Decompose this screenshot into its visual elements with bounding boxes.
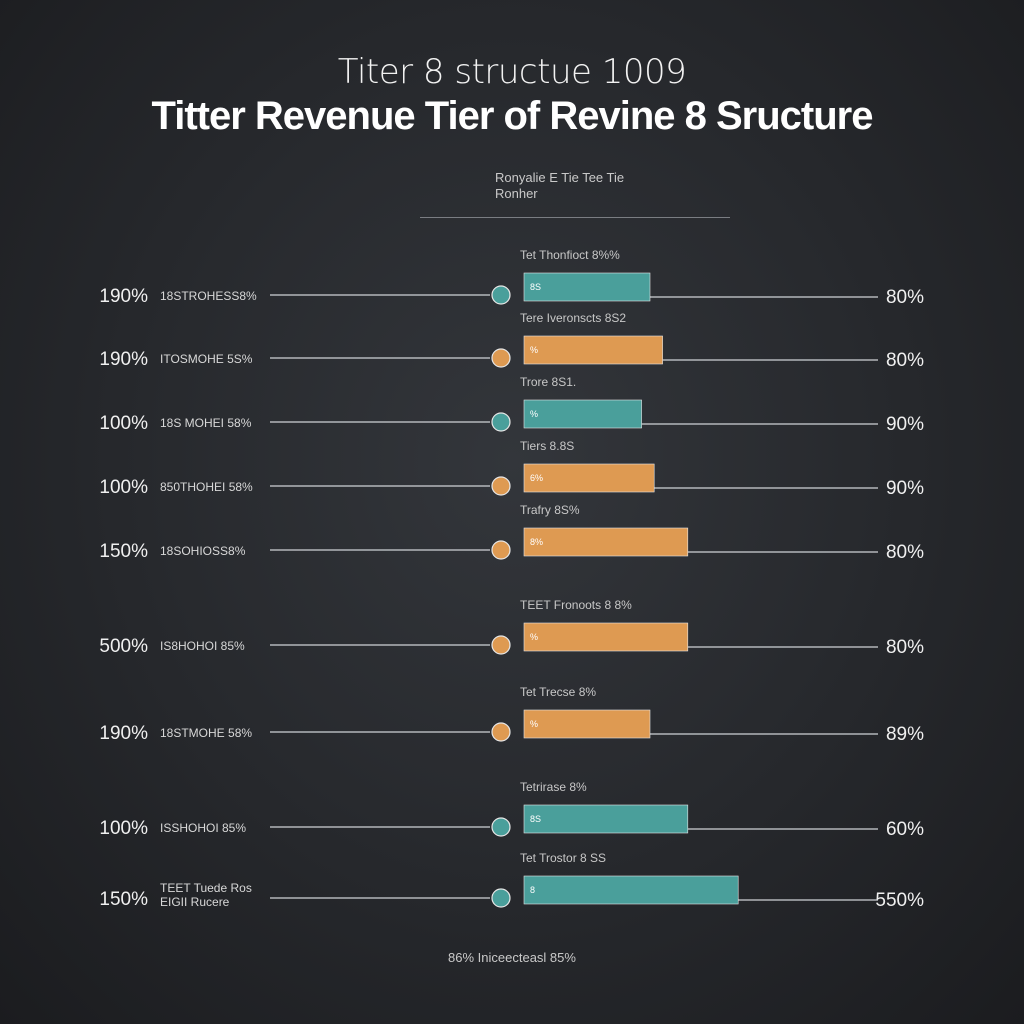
footer-note: 86% Iniceecteasl 85% [448, 950, 576, 965]
left-value: 150% [99, 889, 148, 910]
left-label: 18S MOHEI 58% [160, 416, 252, 430]
marker-dot [491, 888, 511, 908]
tier-label: Tet Trecse 8% [520, 685, 596, 699]
right-value: 550% [875, 890, 924, 911]
right-value: 90% [886, 478, 924, 499]
marker-dot [491, 412, 511, 432]
tier-label: Tet Thonfioct 8%% [520, 248, 620, 262]
header-divider [420, 217, 730, 218]
left-label: TEET Tuede Ros [160, 881, 252, 895]
bar-label: % [530, 632, 538, 642]
tier-label: Tetrirase 8% [520, 780, 587, 794]
left-label: ISSHOHOI 85% [160, 821, 246, 835]
bar-label: 8S [530, 282, 541, 292]
bar [523, 622, 689, 652]
right-value: 80% [886, 542, 924, 563]
bar-label: % [530, 409, 538, 419]
bar-label: % [530, 719, 538, 729]
left-value: 500% [99, 636, 148, 657]
tier-label: Tet Trostor 8 SS [520, 851, 606, 865]
left-value: 100% [99, 818, 148, 839]
marker-dot [491, 817, 511, 837]
marker-dot [491, 540, 511, 560]
chart-title: Titter Revenue Tier of Revine 8 Sructure [151, 94, 874, 138]
bar-label: 6% [530, 473, 543, 483]
bar-label: % [530, 345, 538, 355]
right-value: 80% [886, 287, 924, 308]
left-label: 18STMOHE 58% [160, 726, 252, 740]
marker-dot [491, 285, 511, 305]
bar [523, 875, 739, 905]
left-value: 100% [99, 477, 148, 498]
bar-label: 8 [530, 885, 535, 895]
left-label: IS8HOHOI 85% [160, 639, 245, 653]
marker-dot [491, 476, 511, 496]
right-value: 80% [886, 637, 924, 658]
marker-dot [491, 635, 511, 655]
right-value: 80% [886, 350, 924, 371]
bar [523, 463, 655, 493]
left-value: 190% [99, 286, 148, 307]
tier-label: Trafry 8S% [520, 503, 580, 517]
left-value: 100% [99, 413, 148, 434]
left-label: EIGII Rucere [160, 895, 230, 909]
bar [523, 399, 642, 429]
bar [523, 709, 651, 739]
left-value: 190% [99, 723, 148, 744]
marker-dot [491, 348, 511, 368]
left-label: 850THOHEI 58% [160, 480, 253, 494]
left-value: 190% [99, 349, 148, 370]
bar-label: 8% [530, 537, 543, 547]
bar [523, 804, 689, 834]
tier-label: Trore 8S1. [520, 375, 576, 389]
left-label: 18SOHIOSS8% [160, 544, 246, 558]
header-line-1: Ronyalie E Tie Tee Tie [495, 170, 625, 185]
right-value: 89% [886, 724, 924, 745]
left-label: 18STROHESS8% [160, 289, 257, 303]
right-value: 90% [886, 414, 924, 435]
bar [523, 335, 663, 365]
tier-label: Tere Iveronscts 8S2 [520, 311, 626, 325]
header-line-2: Ronher [495, 186, 538, 201]
tier-label: TEET Fronoots 8 8% [520, 598, 632, 612]
chart-subtitle: Titer 8 structue 1009 [337, 52, 687, 92]
bar [523, 527, 689, 557]
left-label: ITOSMOHE 5S% [160, 352, 253, 366]
bar-label: 8S [530, 814, 541, 824]
right-value: 60% [886, 819, 924, 840]
marker-dot [491, 722, 511, 742]
left-value: 150% [99, 541, 148, 562]
bar [523, 272, 651, 302]
tier-label: Tiers 8.8S [520, 439, 574, 453]
